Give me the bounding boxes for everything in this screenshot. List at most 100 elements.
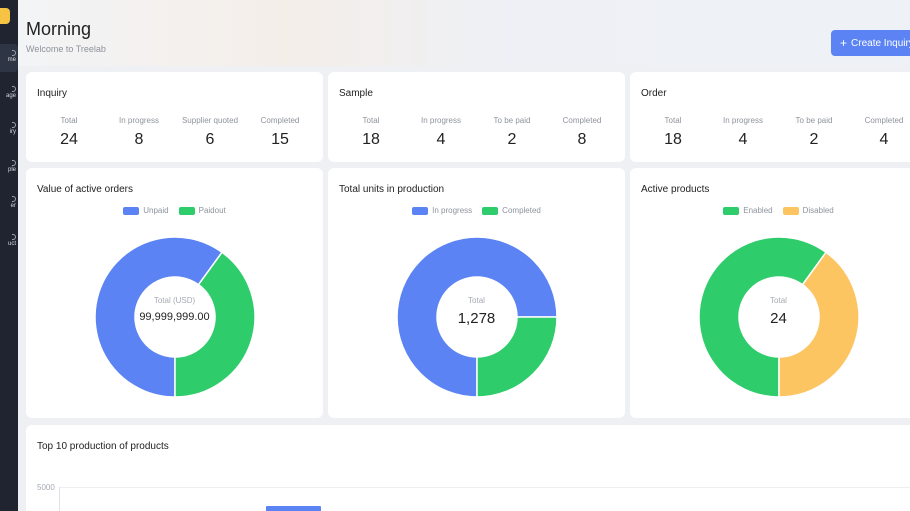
create-inquiry-label: Create Inquiry <box>851 37 910 49</box>
legend-item-paidout[interactable]: Paidout <box>178 206 226 215</box>
chart-legend: In progress Completed <box>328 206 625 215</box>
create-inquiry-button[interactable]: + Create Inquiry <box>831 30 910 56</box>
stat-supplier-quoted: Supplier quoted 6 <box>174 116 246 149</box>
stat-value: 8 <box>577 131 587 148</box>
donut-center-value: 24 <box>770 310 787 327</box>
stat-value: 4 <box>738 131 748 148</box>
legend-swatch <box>782 206 799 215</box>
sample-summary-card: Sample Total 18 In progress 4 To be paid… <box>328 72 625 162</box>
stat-value: 15 <box>271 131 289 148</box>
order-icon <box>12 196 16 202</box>
card-title: Order <box>641 88 667 99</box>
stat-label: To be paid <box>795 116 833 125</box>
stat-value: 18 <box>664 131 682 148</box>
stat-value: 2 <box>507 131 517 148</box>
legend-swatch <box>178 206 195 215</box>
stat-to-be-paid: To be paid 2 <box>778 116 850 149</box>
chart-bar[interactable] <box>266 506 321 511</box>
sidebar-item-label: iry <box>9 129 16 135</box>
donut-center: Total 24 <box>630 296 910 327</box>
stat-value: 8 <box>134 131 144 148</box>
active-products-card: Active products Enabled Disabled Total 2… <box>630 168 910 418</box>
legend-label: In progress <box>432 206 473 215</box>
donut-slice-enabled[interactable] <box>697 236 827 398</box>
donut-svg <box>697 236 860 398</box>
chart-title: Top 10 production of products <box>37 441 169 452</box>
donut-center-label: Total <box>468 296 485 305</box>
sidebar-item-home[interactable]: me <box>0 44 18 72</box>
legend-label: Disabled <box>802 206 834 215</box>
stat-label: Completed <box>864 116 904 125</box>
stat-label: In progress <box>722 116 764 125</box>
stat-completed: Completed 4 <box>848 116 910 149</box>
stat-completed: Completed 8 <box>546 116 618 149</box>
app-logo[interactable] <box>0 8 10 24</box>
donut-slice-paidout[interactable] <box>173 251 256 398</box>
stat-label: In progress <box>420 116 462 125</box>
stat-value: 4 <box>436 131 446 148</box>
manage-icon <box>12 86 16 92</box>
legend-label: Enabled <box>743 206 773 215</box>
units-in-production-card: Total units in production In progress Co… <box>328 168 625 418</box>
legend-item-disabled[interactable]: Disabled <box>782 206 834 215</box>
inquiry-summary-card: Inquiry Total 24 In progress 8 Supplier … <box>26 72 323 162</box>
donut-chart: Total 24 <box>630 236 910 398</box>
sidebar-item-sample[interactable]: ple <box>0 160 18 173</box>
home-icon <box>12 50 16 56</box>
sidebar-item-manage[interactable]: age <box>0 86 18 99</box>
stat-to-be-paid: To be paid 2 <box>476 116 548 149</box>
donut-svg <box>395 236 558 398</box>
stat-label: Supplier quoted <box>181 116 239 125</box>
card-title: Sample <box>339 88 373 99</box>
sidebar-item-order[interactable]: er <box>0 196 18 209</box>
legend-swatch <box>482 206 499 215</box>
donut-center-value: 1,278 <box>457 310 496 327</box>
stat-label: To be paid <box>493 116 531 125</box>
stat-label: Completed <box>260 116 300 125</box>
sidebar-item-inquiry[interactable]: iry <box>0 122 18 135</box>
legend-label: Completed <box>502 206 541 215</box>
product-icon <box>12 234 16 240</box>
legend-item-in-progress[interactable]: In progress <box>412 206 472 215</box>
sidebar-item-label: me <box>7 57 16 63</box>
stat-value: 6 <box>205 131 215 148</box>
y-axis-tick: 5000 <box>37 483 55 492</box>
legend-swatch <box>123 206 140 215</box>
donut-svg <box>93 236 256 398</box>
legend-item-enabled[interactable]: Enabled <box>723 206 773 215</box>
stat-value: 4 <box>879 131 889 148</box>
stat-in-progress: In progress 4 <box>707 116 779 149</box>
y-axis <box>59 487 60 511</box>
donut-slice-completed[interactable] <box>475 316 558 398</box>
chart-title: Value of active orders <box>37 184 133 195</box>
header-background <box>18 0 910 66</box>
sidebar: me age iry ple er uct <box>0 0 18 511</box>
stat-value: 18 <box>362 131 380 148</box>
legend-swatch <box>412 206 429 215</box>
legend-item-completed[interactable]: Completed <box>482 206 541 215</box>
donut-chart: Total 1,278 <box>328 236 625 398</box>
donut-center-value: 99,999,999.00 <box>139 311 210 323</box>
plus-icon: + <box>840 36 848 50</box>
active-orders-value-card: Value of active orders Unpaid Paidout To… <box>26 168 323 418</box>
legend-label: Paidout <box>198 206 226 215</box>
legend-item-unpaid[interactable]: Unpaid <box>123 206 169 215</box>
donut-center: Total 1,278 <box>328 296 625 327</box>
sample-icon <box>12 160 16 166</box>
sidebar-item-product[interactable]: uct <box>0 234 18 247</box>
donut-slice-disabled[interactable] <box>777 251 860 398</box>
stat-total: Total 18 <box>335 116 407 149</box>
chart-title: Active products <box>641 184 710 195</box>
sidebar-item-label: uct <box>7 241 16 247</box>
top-production-card: Top 10 production of products 5000 <box>26 425 910 511</box>
stat-in-progress: In progress 4 <box>405 116 477 149</box>
stat-label: Total <box>664 116 682 125</box>
donut-slice-unpaid[interactable] <box>93 236 223 398</box>
stat-value: 24 <box>60 131 78 148</box>
stat-total: Total 24 <box>33 116 105 149</box>
page-subtitle: Welcome to Treelab <box>26 44 106 54</box>
sidebar-item-label: age <box>5 93 16 99</box>
legend-label: Unpaid <box>143 206 169 215</box>
donut-center: Total (USD) 99,999,999.00 <box>26 296 323 323</box>
donut-slice-in-progress[interactable] <box>395 236 558 398</box>
